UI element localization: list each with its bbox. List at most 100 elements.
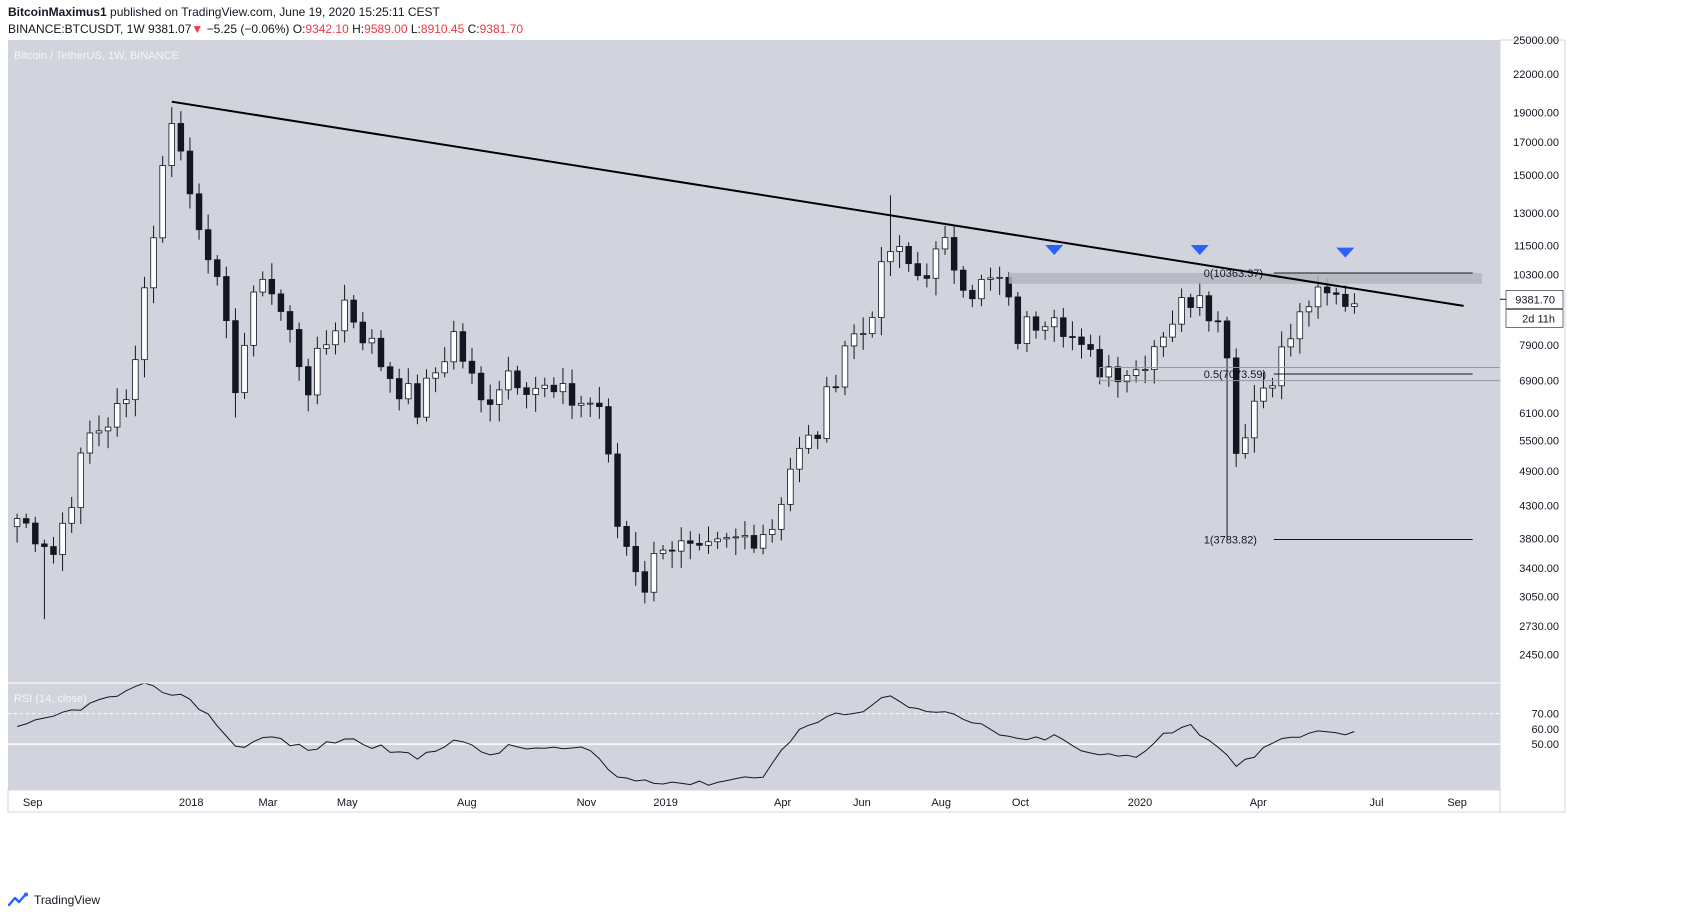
candle <box>1187 293 1194 318</box>
candle <box>514 365 521 395</box>
candle <box>204 214 212 274</box>
rsi-pane-background <box>8 683 1500 790</box>
candle <box>832 374 840 393</box>
candle <box>59 512 66 571</box>
candle <box>814 431 821 450</box>
candle <box>859 317 867 350</box>
author-name[interactable]: BitcoinMaximus1 <box>8 5 107 19</box>
candle <box>232 308 239 418</box>
time-axis[interactable] <box>7 789 1501 813</box>
candle <box>432 367 439 393</box>
close-label: C: <box>467 22 480 36</box>
candle <box>414 374 421 425</box>
candle <box>950 224 958 284</box>
down-triangle-marker-icon[interactable] <box>1336 247 1355 258</box>
price-axis[interactable] <box>1499 39 1566 813</box>
candle <box>1060 307 1067 348</box>
candle <box>987 267 994 291</box>
price-pane[interactable]: Bitcoin / TetherUS, 1W, BINANCE0(10363.3… <box>8 40 1501 683</box>
price-tick-label: 3800.00 <box>1519 533 1559 545</box>
candle <box>295 322 303 381</box>
price-pane-background <box>8 40 1500 683</box>
price-tick-label: 13000.00 <box>1513 208 1559 220</box>
candle <box>687 531 694 560</box>
price-tick-label: 11500.00 <box>1514 240 1559 252</box>
candle <box>650 541 658 602</box>
candle <box>1251 384 1258 453</box>
candle <box>459 323 467 369</box>
candle <box>1114 356 1122 398</box>
candle <box>168 107 175 178</box>
candle <box>32 516 39 553</box>
candle <box>741 521 749 550</box>
candle <box>896 235 903 269</box>
time-tick-label: Apr <box>774 797 791 809</box>
candle <box>95 415 103 447</box>
candle <box>668 541 676 568</box>
time-tick-label: Jun <box>853 797 871 809</box>
price-tick-label: 6100.00 <box>1519 408 1559 420</box>
price-tick-label: 15000.00 <box>1513 170 1559 182</box>
candle <box>323 330 330 355</box>
candle <box>332 322 339 355</box>
countdown-label: 2d 11h <box>1522 313 1555 325</box>
footer-brand[interactable]: TradingView <box>34 893 101 907</box>
low-value: 8910.45 <box>420 22 465 36</box>
candle <box>368 329 376 354</box>
time-tick-label: 2018 <box>179 797 203 809</box>
candle <box>214 255 221 286</box>
candle <box>1342 285 1349 312</box>
candle <box>159 155 166 243</box>
candle <box>1069 321 1076 351</box>
rsi-tick-label: 70.00 <box>1531 709 1559 721</box>
fib-level-label: 1(3783.82) <box>1204 535 1257 547</box>
open-label: O: <box>292 22 306 36</box>
candle <box>750 524 758 553</box>
candle <box>732 528 740 556</box>
candle <box>186 137 194 209</box>
candle <box>996 266 1003 295</box>
price-tick-label: 5500.00 <box>1519 436 1559 448</box>
candle <box>341 284 348 343</box>
candle <box>250 285 257 357</box>
fib-level[interactable]: 1(3783.82) <box>1204 535 1473 547</box>
candle <box>850 324 858 360</box>
time-tick-label: Apr <box>1250 797 1267 809</box>
price-tick-label: 2450.00 <box>1519 650 1559 662</box>
candle <box>259 271 266 297</box>
candle <box>1260 372 1267 409</box>
symbol-label: BINANCE:BTCUSDT, 1W <box>8 22 145 36</box>
resistance-band[interactable] <box>1008 272 1482 284</box>
published-text: published on TradingView.com, June 19, 2… <box>110 5 440 19</box>
candle <box>887 195 894 277</box>
candle <box>477 366 485 413</box>
candle <box>22 513 30 528</box>
fib-level[interactable]: 0.5(7073.59) <box>1204 369 1473 381</box>
descending-trendline[interactable] <box>171 100 1464 307</box>
price-change: −5.25 (−0.06%) <box>206 22 290 36</box>
candle <box>1287 323 1294 357</box>
candle <box>1160 331 1167 357</box>
down-triangle-marker-icon[interactable] <box>1190 245 1209 256</box>
candle <box>768 519 776 543</box>
candle <box>1305 300 1313 327</box>
candle <box>395 368 403 411</box>
high-label: H: <box>352 22 365 36</box>
candle <box>104 417 112 449</box>
candle <box>714 531 721 550</box>
time-tick-label: Jul <box>1370 797 1384 809</box>
time-tick-label: Sep <box>23 797 43 809</box>
candle <box>68 496 75 534</box>
price-tick-label: 3050.00 <box>1519 592 1559 604</box>
candle <box>923 263 931 288</box>
down-triangle-marker-icon[interactable] <box>1045 245 1064 256</box>
candle <box>823 376 831 443</box>
candle <box>150 225 157 304</box>
footer: TradingView <box>8 892 100 908</box>
tradingview-logo-icon[interactable] <box>8 892 30 908</box>
rsi-pane[interactable]: RSI (14, close) <box>8 683 1500 790</box>
candle <box>641 560 649 604</box>
price-tick-label: 22000.00 <box>1513 69 1559 81</box>
candle <box>113 388 121 437</box>
